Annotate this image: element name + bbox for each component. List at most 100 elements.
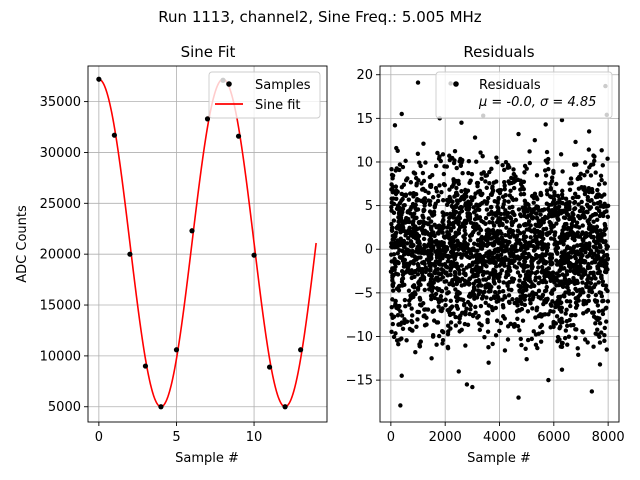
residual-point bbox=[415, 317, 420, 322]
residual-point bbox=[571, 231, 576, 236]
residual-point bbox=[555, 298, 560, 304]
residual-point bbox=[561, 251, 567, 256]
residual-point bbox=[551, 223, 556, 229]
residual-point bbox=[588, 173, 594, 178]
residual-point bbox=[578, 260, 583, 266]
residual-point bbox=[511, 211, 516, 216]
sine-fit-title: Sine Fit bbox=[181, 43, 236, 61]
residual-point bbox=[489, 251, 494, 256]
residual-point bbox=[498, 320, 504, 326]
residual-point bbox=[409, 232, 414, 237]
residual-point bbox=[484, 295, 489, 300]
residual-point bbox=[599, 276, 604, 281]
sine-fit-ylabel: ADC Counts bbox=[15, 205, 30, 283]
residual-point bbox=[445, 344, 451, 350]
residual-point bbox=[575, 243, 580, 248]
residual-point bbox=[581, 298, 586, 304]
residual-point bbox=[423, 269, 428, 275]
residual-point bbox=[543, 180, 548, 186]
residual-point bbox=[429, 261, 434, 267]
residual-point bbox=[454, 232, 460, 237]
residual-point bbox=[533, 291, 539, 297]
residual-point bbox=[415, 272, 421, 277]
residual-point bbox=[504, 225, 509, 230]
residual-point bbox=[540, 208, 545, 213]
residual-point bbox=[460, 171, 465, 176]
residual-point bbox=[560, 266, 566, 271]
residual-point bbox=[563, 328, 569, 333]
residual-point bbox=[500, 162, 505, 168]
residual-point bbox=[596, 280, 601, 285]
residual-point bbox=[518, 178, 523, 183]
residual-point bbox=[427, 202, 433, 207]
residual-point bbox=[597, 321, 603, 326]
residual-point bbox=[463, 271, 468, 277]
residual-point bbox=[592, 154, 597, 159]
residual-point bbox=[582, 185, 587, 190]
residual-point bbox=[522, 250, 528, 256]
residual-point bbox=[479, 176, 484, 182]
residual-point bbox=[509, 222, 515, 228]
residual-point bbox=[566, 281, 571, 286]
sine-fit-data bbox=[96, 76, 317, 410]
residual-point bbox=[536, 230, 542, 235]
residual-point bbox=[389, 225, 395, 230]
residual-point bbox=[399, 320, 405, 325]
residual-point bbox=[462, 228, 467, 233]
residual-point bbox=[469, 171, 475, 177]
residuals-ytick-label: −15 bbox=[346, 374, 373, 389]
residual-point bbox=[598, 238, 603, 243]
residual-point bbox=[452, 194, 457, 199]
residual-point bbox=[488, 192, 494, 197]
residual-point bbox=[389, 221, 394, 227]
residual-point bbox=[536, 234, 542, 239]
residual-point bbox=[467, 180, 472, 186]
residual-point bbox=[535, 345, 540, 351]
residual-point bbox=[568, 246, 573, 251]
residual-point bbox=[408, 260, 413, 265]
residual-point bbox=[434, 255, 440, 260]
residual-point bbox=[523, 240, 528, 245]
residual-point bbox=[586, 129, 592, 134]
residual-point bbox=[534, 252, 539, 258]
residual-point bbox=[530, 264, 535, 269]
residual-point bbox=[472, 135, 478, 140]
sample-point bbox=[127, 251, 133, 257]
residual-point bbox=[595, 201, 600, 206]
residual-point bbox=[528, 235, 533, 240]
residual-point bbox=[489, 166, 494, 172]
residual-point bbox=[434, 189, 440, 194]
residual-point bbox=[576, 194, 581, 200]
residual-point bbox=[439, 288, 444, 294]
sine-fit-ytick-label: 30000 bbox=[40, 146, 81, 161]
residual-point bbox=[396, 260, 401, 266]
residual-point bbox=[459, 297, 464, 302]
residual-point bbox=[564, 221, 569, 227]
legend-residuals-marker bbox=[453, 81, 459, 87]
residual-point bbox=[414, 215, 419, 220]
residual-point bbox=[403, 304, 408, 309]
residual-point bbox=[548, 181, 553, 187]
residual-point bbox=[533, 275, 539, 280]
residual-point bbox=[588, 280, 594, 286]
residual-point bbox=[540, 247, 545, 252]
residual-point bbox=[404, 216, 409, 221]
residual-point bbox=[402, 244, 407, 249]
residual-point bbox=[585, 254, 590, 259]
residual-point bbox=[544, 284, 549, 290]
residual-point bbox=[462, 321, 468, 327]
residual-point bbox=[389, 166, 394, 172]
residual-point bbox=[599, 294, 605, 299]
residual-point bbox=[455, 306, 461, 311]
residual-point bbox=[493, 213, 499, 218]
residual-point bbox=[524, 356, 529, 362]
residuals-ytick-label: 10 bbox=[356, 155, 373, 170]
residual-point bbox=[432, 277, 437, 282]
residual-point bbox=[582, 259, 587, 264]
residual-point bbox=[561, 215, 567, 220]
residual-point bbox=[545, 297, 550, 303]
residual-point bbox=[436, 193, 441, 199]
residual-point bbox=[510, 278, 515, 283]
residual-point bbox=[521, 230, 527, 235]
residual-point bbox=[505, 283, 510, 289]
